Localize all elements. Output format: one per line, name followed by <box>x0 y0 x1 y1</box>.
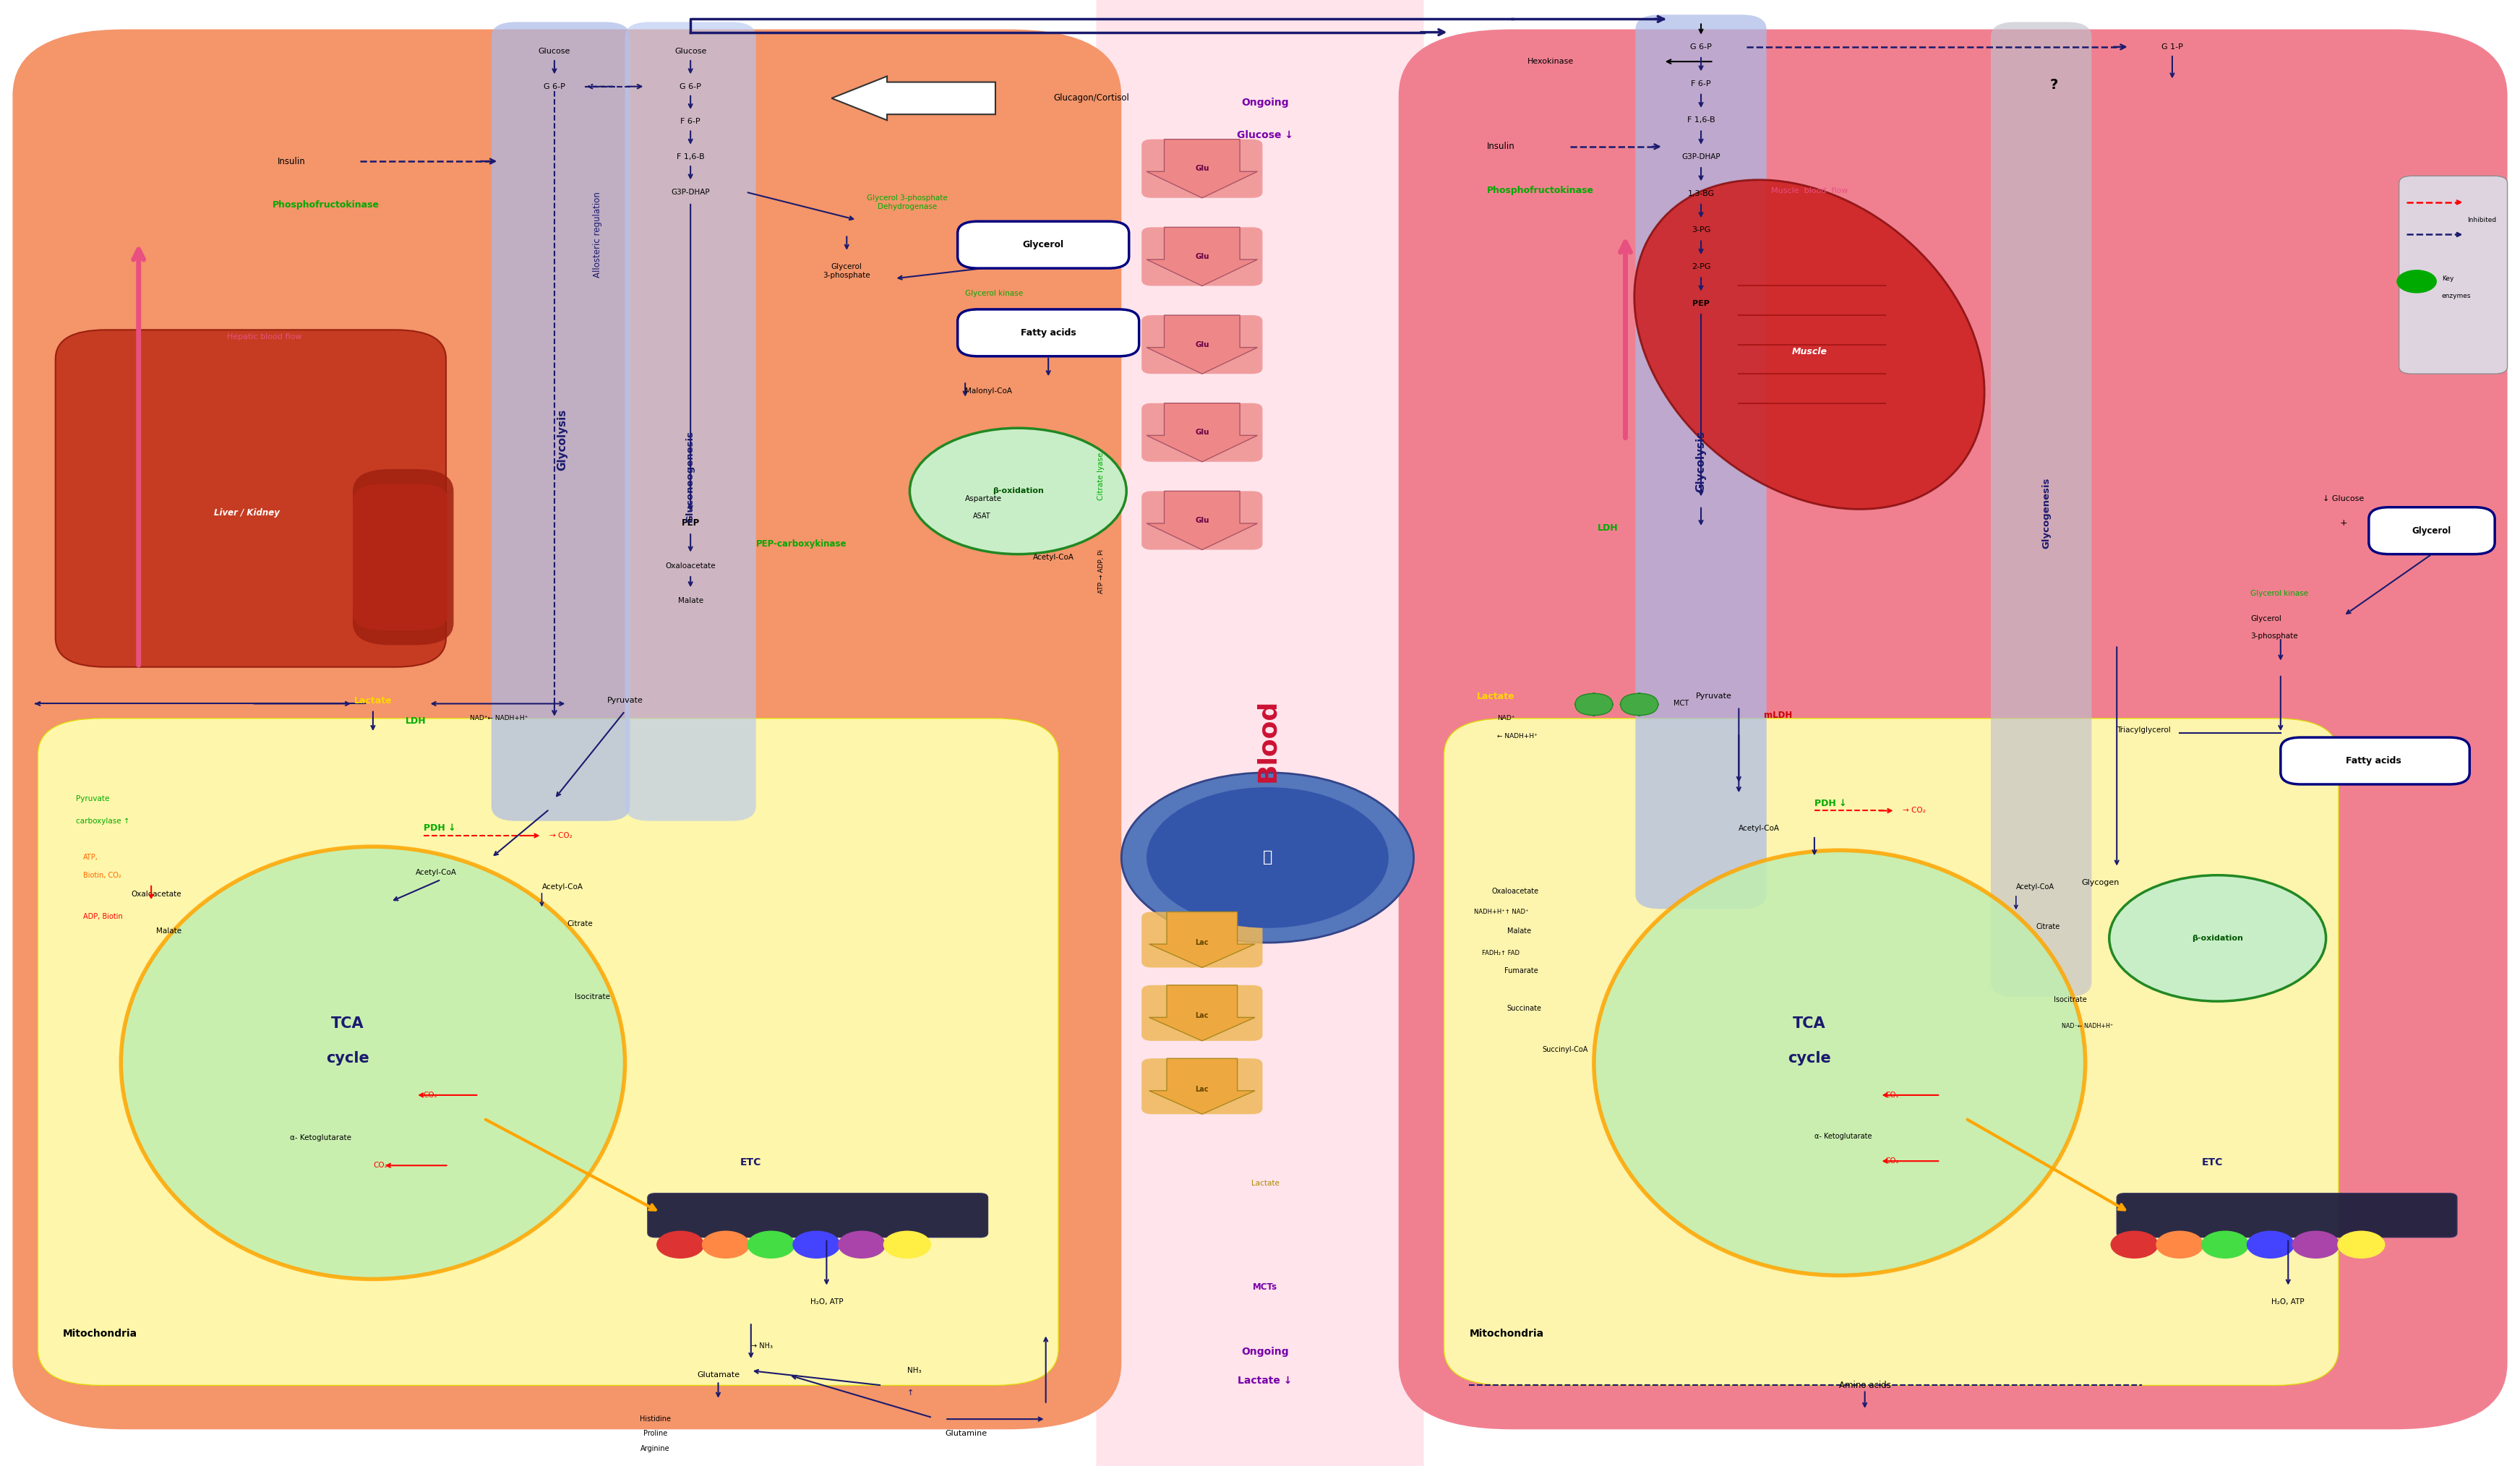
FancyArrow shape <box>1147 315 1257 374</box>
Text: carboxylase ↑: carboxylase ↑ <box>76 818 129 824</box>
FancyBboxPatch shape <box>55 330 446 667</box>
Circle shape <box>2397 270 2437 293</box>
FancyBboxPatch shape <box>1620 693 1658 715</box>
Text: Glu: Glu <box>1194 430 1210 435</box>
FancyBboxPatch shape <box>353 484 449 630</box>
Text: Glu: Glu <box>1194 254 1210 259</box>
Text: Fatty acids: Fatty acids <box>1021 328 1076 337</box>
Text: Isocitrate: Isocitrate <box>575 994 610 1000</box>
Text: Glycerol 3-phosphate
Dehydrogenase: Glycerol 3-phosphate Dehydrogenase <box>867 195 948 210</box>
FancyBboxPatch shape <box>38 718 1058 1385</box>
Text: Glucose: Glucose <box>675 48 706 54</box>
Text: F 6-P: F 6-P <box>1691 81 1711 86</box>
Text: ↓ Glucose: ↓ Glucose <box>2323 496 2364 501</box>
FancyArrow shape <box>1149 985 1255 1041</box>
Text: Malate: Malate <box>678 598 703 604</box>
Text: F 6-P: F 6-P <box>680 119 701 125</box>
Text: CO₂: CO₂ <box>373 1163 388 1168</box>
Text: α- Ketoglutarate: α- Ketoglutarate <box>1814 1133 1872 1139</box>
FancyBboxPatch shape <box>2281 737 2470 784</box>
Text: Inhibited: Inhibited <box>2467 217 2497 223</box>
Text: F 1,6-B: F 1,6-B <box>1686 117 1716 123</box>
Text: 3-phosphate: 3-phosphate <box>2250 633 2298 639</box>
Text: Aspartate: Aspartate <box>965 496 1003 501</box>
Circle shape <box>910 428 1126 554</box>
FancyBboxPatch shape <box>1575 693 1613 715</box>
Text: mLDH: mLDH <box>1764 711 1792 720</box>
Text: Arginine: Arginine <box>640 1445 670 1451</box>
Text: Acetyl-CoA: Acetyl-CoA <box>1739 825 1779 831</box>
FancyArrow shape <box>1147 227 1257 286</box>
FancyBboxPatch shape <box>1142 912 1263 968</box>
Text: H₂O, ATP: H₂O, ATP <box>809 1299 844 1305</box>
Circle shape <box>2109 1231 2157 1258</box>
Text: CO₂: CO₂ <box>1885 1092 1900 1098</box>
Text: Glycerol: Glycerol <box>2412 526 2452 535</box>
Text: Acetyl-CoA: Acetyl-CoA <box>1033 554 1074 560</box>
Text: Histidine: Histidine <box>640 1416 670 1422</box>
FancyBboxPatch shape <box>1142 139 1263 198</box>
FancyArrow shape <box>1147 139 1257 198</box>
Text: Liver / Kidney: Liver / Kidney <box>214 509 280 517</box>
Text: Gluconeogenesis: Gluconeogenesis <box>685 431 696 522</box>
Text: Glycogenesis: Glycogenesis <box>2041 478 2051 548</box>
Text: Hepatic blood flow: Hepatic blood flow <box>227 334 302 340</box>
FancyBboxPatch shape <box>648 1193 988 1237</box>
Ellipse shape <box>1635 180 1983 509</box>
Text: G 6-P: G 6-P <box>680 84 701 89</box>
Text: Lactate: Lactate <box>353 696 393 705</box>
Text: ATP → ADP, Pi: ATP → ADP, Pi <box>1099 550 1104 594</box>
Text: Glucose ↓: Glucose ↓ <box>1237 130 1293 139</box>
Text: Lactate ↓: Lactate ↓ <box>1237 1377 1293 1385</box>
Text: Glu: Glu <box>1194 517 1210 523</box>
Text: Oxaloacetate: Oxaloacetate <box>1492 888 1540 894</box>
Text: TCA: TCA <box>330 1016 365 1031</box>
Ellipse shape <box>121 847 625 1278</box>
Text: Acetyl-CoA: Acetyl-CoA <box>2016 884 2054 890</box>
Text: → CO₂: → CO₂ <box>549 833 572 839</box>
FancyBboxPatch shape <box>1991 22 2092 997</box>
Text: Ongoing: Ongoing <box>1242 98 1288 107</box>
FancyBboxPatch shape <box>958 221 1129 268</box>
Circle shape <box>882 1231 930 1258</box>
Text: NAD⁺← NADH+H⁺: NAD⁺← NADH+H⁺ <box>469 715 529 721</box>
Text: G 6-P: G 6-P <box>1691 44 1711 50</box>
Text: ADP, Biotin: ADP, Biotin <box>83 913 123 919</box>
Text: ETC: ETC <box>2202 1158 2223 1167</box>
Text: Triacylglycerol: Triacylglycerol <box>2117 727 2170 733</box>
FancyBboxPatch shape <box>353 469 454 645</box>
Text: Glycerol
3-phosphate: Glycerol 3-phosphate <box>824 264 869 279</box>
Text: Citrate lyase: Citrate lyase <box>1099 453 1104 500</box>
Text: CO₂: CO₂ <box>423 1092 438 1098</box>
FancyBboxPatch shape <box>1444 718 2339 1385</box>
Text: 2-PG: 2-PG <box>1691 264 1711 270</box>
Circle shape <box>2200 1231 2250 1258</box>
Text: NH₃: NH₃ <box>907 1368 922 1374</box>
Text: NADH+H⁺↑ NAD⁺: NADH+H⁺↑ NAD⁺ <box>1474 909 1530 915</box>
Text: Succinyl-CoA: Succinyl-CoA <box>1542 1047 1588 1053</box>
Text: α- Ketoglutarate: α- Ketoglutarate <box>290 1135 350 1141</box>
Text: Insulin: Insulin <box>277 157 305 166</box>
FancyBboxPatch shape <box>1142 227 1263 286</box>
Text: MCT: MCT <box>1673 701 1688 707</box>
Text: Biotin, CO₂: Biotin, CO₂ <box>83 872 121 878</box>
Text: G3P-DHAP: G3P-DHAP <box>1681 154 1721 160</box>
Text: PDH ↓: PDH ↓ <box>423 824 456 833</box>
Text: Glu: Glu <box>1194 166 1210 172</box>
Text: PEP: PEP <box>1693 301 1709 306</box>
Text: Glucagon/Cortisol: Glucagon/Cortisol <box>1053 94 1129 103</box>
Text: Citrate: Citrate <box>2036 924 2061 929</box>
Ellipse shape <box>1593 850 2087 1275</box>
FancyBboxPatch shape <box>13 29 1121 1429</box>
Text: Glycerol kinase: Glycerol kinase <box>965 290 1023 296</box>
Text: enzymes: enzymes <box>2442 293 2472 299</box>
Text: NAD⁺: NAD⁺ <box>1497 715 1515 721</box>
Text: Glycolysis: Glycolysis <box>557 409 567 471</box>
Text: Lactate: Lactate <box>1250 1180 1280 1186</box>
FancyArrow shape <box>1147 491 1257 550</box>
Circle shape <box>2155 1231 2202 1258</box>
Text: PEP-carboxykinase: PEP-carboxykinase <box>756 539 847 548</box>
Text: Succinate: Succinate <box>1507 1006 1542 1012</box>
Text: Mitochondria: Mitochondria <box>63 1330 139 1338</box>
